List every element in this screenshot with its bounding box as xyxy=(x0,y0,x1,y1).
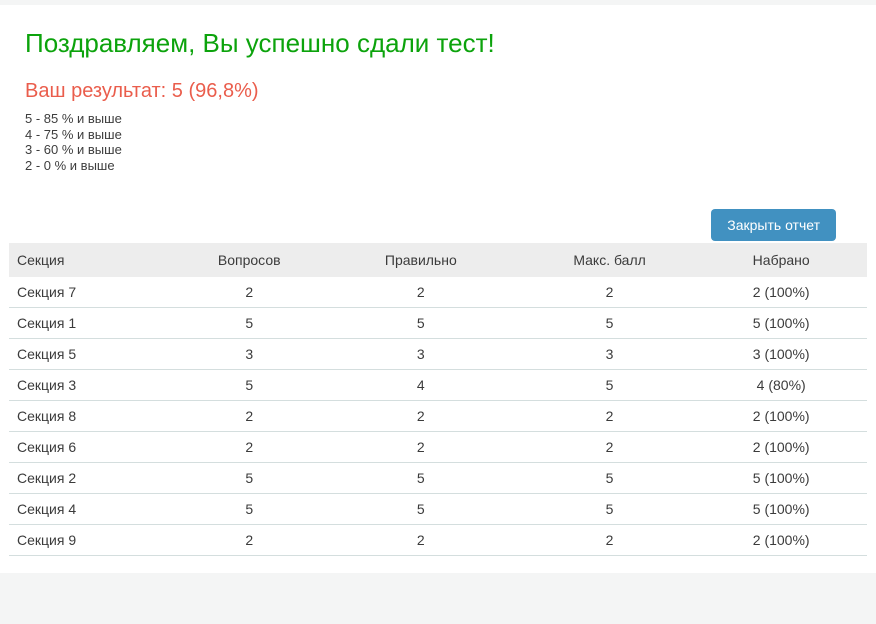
value-cell: 2 xyxy=(523,524,696,556)
value-cell: 2 (100%) xyxy=(695,431,867,463)
section-cell: Секция 2 xyxy=(9,462,181,494)
value-cell: 2 xyxy=(523,431,696,463)
section-cell: Секция 3 xyxy=(9,369,181,401)
value-cell: 2 xyxy=(317,277,524,308)
value-cell: 5 xyxy=(523,462,696,494)
close-report-button[interactable]: Закрыть отчет xyxy=(711,209,836,241)
column-header-correct: Правильно xyxy=(317,243,524,277)
value-cell: 2 xyxy=(523,277,696,308)
grade-scale-list: 5 - 85 % и выше 4 - 75 % и выше 3 - 60 %… xyxy=(0,111,876,173)
grade-scale-item: 5 - 85 % и выше xyxy=(25,111,122,126)
value-cell: 2 xyxy=(523,400,696,432)
value-cell: 2 xyxy=(180,400,318,432)
value-cell: 2 xyxy=(180,524,318,556)
value-cell: 5 (100%) xyxy=(695,307,867,339)
value-cell: 2 xyxy=(317,400,524,432)
value-cell: 5 (100%) xyxy=(695,493,867,525)
value-cell: 3 (100%) xyxy=(695,338,867,370)
results-table: Секция Вопросов Правильно Макс. балл Наб… xyxy=(9,243,867,556)
section-cell: Секция 1 xyxy=(9,307,181,339)
value-cell: 2 (100%) xyxy=(695,524,867,556)
value-cell: 4 xyxy=(317,369,524,401)
result-text: Ваш результат: 5 (96,8%) xyxy=(25,80,259,102)
value-cell: 2 xyxy=(317,524,524,556)
section-cell: Секция 5 xyxy=(9,338,181,370)
grade-scale-item: 3 - 60 % и выше xyxy=(25,142,122,157)
value-cell: 5 xyxy=(317,493,524,525)
value-cell: 2 xyxy=(317,431,524,463)
value-cell: 2 xyxy=(180,431,318,463)
value-cell: 2 xyxy=(180,277,318,308)
value-cell: 5 xyxy=(180,462,318,494)
results-table-header: Секция Вопросов Правильно Макс. балл Наб… xyxy=(9,243,867,277)
value-cell: 3 xyxy=(523,338,696,370)
value-cell: 5 (100%) xyxy=(695,462,867,494)
report-panel: Поздравляем, Вы успешно сдали тест! Ваш … xyxy=(0,5,876,573)
header-row: Секция Вопросов Правильно Макс. балл Наб… xyxy=(9,243,867,277)
column-header-maxscore: Макс. балл xyxy=(523,243,696,277)
value-cell: 3 xyxy=(180,338,318,370)
page-title: Поздравляем, Вы успешно сдали тест! xyxy=(25,28,495,58)
section-cell: Секция 6 xyxy=(9,431,181,463)
section-cell: Секция 4 xyxy=(9,493,181,525)
button-row: Закрыть отчет xyxy=(0,209,876,241)
section-cell: Секция 9 xyxy=(9,524,181,556)
section-cell: Секция 8 xyxy=(9,400,181,432)
column-header-section: Секция xyxy=(9,243,181,277)
column-header-questions: Вопросов xyxy=(180,243,318,277)
value-cell: 2 (100%) xyxy=(695,277,867,308)
value-cell: 5 xyxy=(180,493,318,525)
value-cell: 2 (100%) xyxy=(695,400,867,432)
value-cell: 3 xyxy=(317,338,524,370)
value-cell: 5 xyxy=(523,493,696,525)
value-cell: 5 xyxy=(180,307,318,339)
value-cell: 4 (80%) xyxy=(695,369,867,401)
value-cell: 5 xyxy=(523,369,696,401)
grade-scale-item: 4 - 75 % и выше xyxy=(25,126,122,142)
value-cell: 5 xyxy=(317,462,524,494)
value-cell: 5 xyxy=(523,307,696,339)
value-cell: 5 xyxy=(180,369,318,401)
column-header-scored: Набрано xyxy=(695,243,867,277)
value-cell: 5 xyxy=(317,307,524,339)
section-cell: Секция 7 xyxy=(9,277,181,308)
grade-scale-item: 2 - 0 % и выше xyxy=(25,157,115,173)
